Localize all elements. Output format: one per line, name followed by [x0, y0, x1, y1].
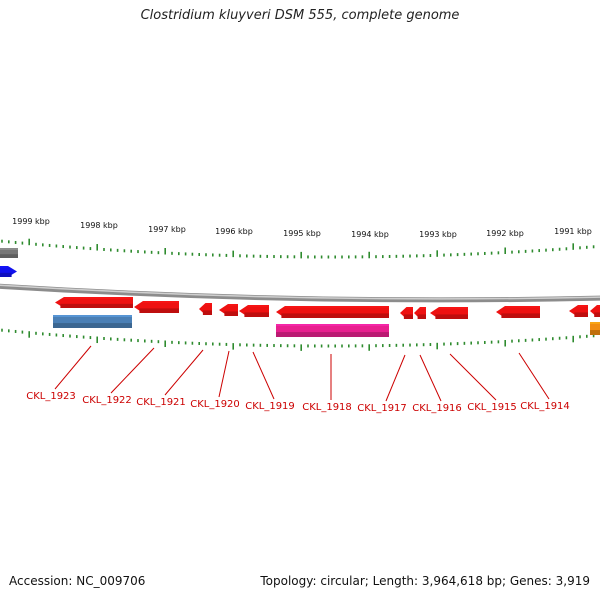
gene-shade: [0, 254, 18, 258]
scale-labels: 1999 kbp 1998 kbp 1997 kbp 1996 kbp 1995 kbp…: [12, 217, 592, 239]
gene-shade: [244, 312, 269, 317]
genome-backbone: [0, 283, 600, 303]
locus-label: CKL_1919: [245, 401, 295, 412]
gene-shade: [202, 310, 212, 315]
gene-shade: [594, 312, 600, 317]
gene-shade: [224, 311, 238, 316]
locus-labels: CKL_1923 CKL_1922 CKL_1921 CKL_1920 CKL_1919…: [26, 391, 570, 414]
leader-line: [518, 352, 550, 400]
locus-label: CKL_1921: [136, 397, 186, 408]
leader-line: [110, 347, 155, 394]
scale-label: 1998 kbp: [80, 221, 118, 230]
gene-shade: [417, 314, 426, 319]
scale-label: 1997 kbp: [148, 225, 186, 234]
scale-label: 1991 kbp: [554, 227, 592, 236]
scale-ticks-bottom: [1, 328, 595, 351]
gene-shade: [403, 314, 413, 319]
gene-shade: [574, 312, 588, 317]
leader-line: [252, 351, 275, 400]
scale-label: 1992 kbp: [486, 229, 524, 238]
locus-label: CKL_1920: [190, 399, 240, 410]
leader-line: [54, 345, 92, 390]
accession-text: Accession: NC_009706: [9, 574, 146, 588]
gene-shade: [139, 308, 179, 313]
leader-line: [164, 349, 204, 396]
locus-label: CKL_1922: [82, 395, 132, 406]
gene-shade: [276, 332, 389, 337]
locus-label: CKL_1914: [520, 401, 570, 412]
scale-label: 1994 kbp: [351, 230, 389, 239]
locus-label: CKL_1918: [302, 402, 352, 413]
leader-line: [419, 354, 442, 402]
leader-line: [218, 350, 230, 398]
topology-summary: Topology: circular; Length: 3,964,618 bp…: [260, 574, 590, 588]
leader-line: [385, 354, 406, 402]
scale-label: 1995 kbp: [283, 229, 321, 238]
gene-features: [0, 248, 600, 337]
gene-shade: [60, 303, 133, 308]
locus-label: CKL_1916: [412, 403, 462, 414]
leader-line: [449, 353, 497, 401]
gene-shade: [590, 330, 600, 335]
genome-title: Clostridium kluyveri DSM 555, complete g…: [140, 8, 460, 23]
genome-backbone-highlight: [0, 284, 600, 300]
scale-label: 1996 kbp: [215, 227, 253, 236]
scale-ticks-top: [1, 238, 595, 259]
scale-label: 1999 kbp: [12, 217, 50, 226]
gene-shade: [435, 314, 468, 319]
locus-label: CKL_1923: [26, 391, 76, 402]
gene-shade: [0, 272, 12, 277]
label-leader-lines: [54, 345, 550, 402]
locus-label: CKL_1915: [467, 402, 517, 413]
gene-shade: [501, 313, 540, 318]
scale-label: 1993 kbp: [419, 230, 457, 239]
locus-label: CKL_1917: [357, 403, 407, 414]
gene-shade: [53, 323, 132, 328]
gene-shade: [281, 313, 389, 318]
